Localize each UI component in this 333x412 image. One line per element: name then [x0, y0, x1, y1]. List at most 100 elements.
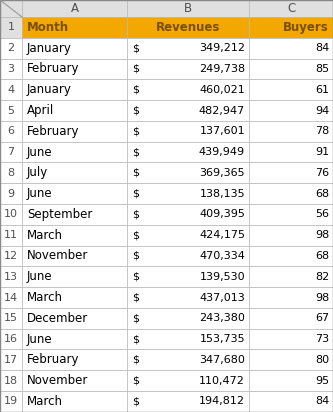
Bar [127, 59, 249, 80]
Text: 95: 95 [315, 376, 329, 386]
Text: 5: 5 [8, 105, 15, 115]
Text: 85: 85 [315, 64, 329, 74]
Bar [249, 80, 333, 100]
Bar [0, 308, 22, 329]
Bar [249, 142, 333, 162]
Text: 424,175: 424,175 [199, 230, 245, 240]
Text: $: $ [133, 272, 140, 282]
Text: $: $ [133, 334, 140, 344]
Text: 460,021: 460,021 [199, 85, 245, 95]
Text: July: July [27, 166, 48, 179]
Text: February: February [27, 63, 80, 75]
Bar [249, 204, 333, 225]
Bar [22, 183, 127, 204]
Bar [22, 121, 127, 142]
Bar [127, 142, 249, 162]
Bar [22, 391, 127, 412]
Bar [0, 59, 22, 80]
Bar [22, 142, 127, 162]
Bar [22, 308, 127, 329]
Text: March: March [27, 229, 63, 242]
Text: January: January [27, 83, 72, 96]
Text: March: March [27, 291, 63, 304]
Bar [249, 287, 333, 308]
Text: 153,735: 153,735 [199, 334, 245, 344]
Bar [127, 329, 249, 349]
Bar [22, 267, 127, 287]
Bar [249, 308, 333, 329]
Text: November: November [27, 250, 88, 262]
Bar [0, 100, 22, 121]
Bar [22, 38, 127, 59]
Bar [22, 17, 127, 38]
Text: 7: 7 [7, 147, 15, 157]
Text: 67: 67 [315, 313, 329, 323]
Text: 12: 12 [4, 251, 18, 261]
Bar [22, 0, 127, 17]
Text: 13: 13 [4, 272, 18, 282]
Bar [127, 162, 249, 183]
Text: 1: 1 [8, 22, 15, 33]
Text: $: $ [133, 43, 140, 53]
Bar [127, 17, 249, 38]
Text: January: January [27, 42, 72, 55]
Bar [249, 267, 333, 287]
Bar [249, 162, 333, 183]
Text: 347,680: 347,680 [199, 355, 245, 365]
Text: 98: 98 [315, 230, 329, 240]
Text: February: February [27, 125, 80, 138]
Text: 439,949: 439,949 [199, 147, 245, 157]
Bar [0, 0, 22, 17]
Text: 56: 56 [315, 209, 329, 220]
Bar [249, 38, 333, 59]
Text: 82: 82 [315, 272, 329, 282]
Text: 409,395: 409,395 [199, 209, 245, 220]
Text: September: September [27, 208, 92, 221]
Text: $: $ [133, 293, 140, 302]
Text: 91: 91 [315, 147, 329, 157]
Bar [22, 100, 127, 121]
Text: 8: 8 [7, 168, 15, 178]
Text: $: $ [133, 147, 140, 157]
Bar [22, 287, 127, 308]
Bar [127, 225, 249, 246]
Bar [249, 0, 333, 17]
Bar [127, 121, 249, 142]
Bar [0, 80, 22, 100]
Text: June: June [27, 332, 53, 346]
Bar [0, 329, 22, 349]
Text: April: April [27, 104, 54, 117]
Text: $: $ [133, 64, 140, 74]
Text: 243,380: 243,380 [199, 313, 245, 323]
Text: 18: 18 [4, 376, 18, 386]
Bar [22, 370, 127, 391]
Bar [127, 349, 249, 370]
Bar [249, 391, 333, 412]
Text: 15: 15 [4, 313, 18, 323]
Bar [127, 204, 249, 225]
Text: 19: 19 [4, 396, 18, 406]
Bar [0, 267, 22, 287]
Text: 4: 4 [7, 85, 15, 95]
Text: June: June [27, 145, 53, 159]
Bar [127, 0, 249, 17]
Text: 73: 73 [315, 334, 329, 344]
Text: 138,135: 138,135 [199, 189, 245, 199]
Text: 3: 3 [8, 64, 15, 74]
Text: 17: 17 [4, 355, 18, 365]
Bar [127, 38, 249, 59]
Bar [249, 121, 333, 142]
Bar [127, 246, 249, 267]
Text: 137,601: 137,601 [199, 126, 245, 136]
Text: 16: 16 [4, 334, 18, 344]
Bar [127, 391, 249, 412]
Text: 482,947: 482,947 [199, 105, 245, 115]
Text: C: C [287, 2, 295, 15]
Text: Buyers: Buyers [283, 21, 329, 34]
Text: December: December [27, 312, 88, 325]
Bar [249, 225, 333, 246]
Bar [0, 349, 22, 370]
Text: 80: 80 [315, 355, 329, 365]
Text: 110,472: 110,472 [199, 376, 245, 386]
Bar [249, 329, 333, 349]
